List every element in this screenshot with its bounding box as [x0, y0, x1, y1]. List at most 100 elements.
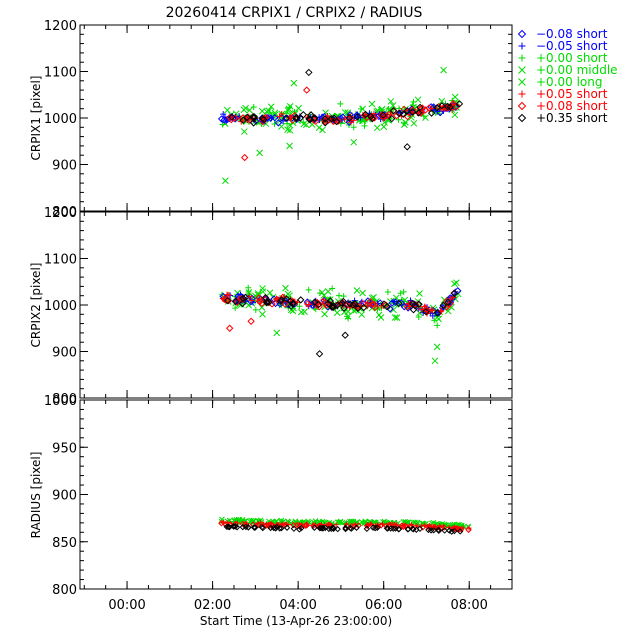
marker-diamond: [314, 300, 323, 309]
marker-diamond: [351, 300, 359, 308]
marker-plus: [434, 108, 441, 115]
marker-diamond: [281, 300, 289, 308]
marker-cross: [410, 119, 418, 127]
marker-diamond: [231, 297, 240, 306]
legend-entry: +0.00 long: [518, 75, 603, 89]
marker-diamond: [258, 523, 266, 531]
marker-cross: [440, 66, 447, 74]
marker-plus: [232, 305, 239, 312]
marker-diamond: [276, 297, 285, 305]
marker-cross: [259, 310, 266, 318]
marker-plus: [415, 314, 422, 321]
marker-diamond: [258, 114, 267, 123]
marker-diamond: [403, 143, 411, 151]
marker-plus: [219, 121, 226, 128]
marker-diamond: [279, 521, 286, 529]
marker-diamond: [416, 525, 424, 533]
marker-diamond: [439, 301, 447, 310]
y-tick-label: 1200: [44, 19, 77, 34]
legend-label: +0.00 short: [536, 51, 608, 65]
marker-diamond: [329, 524, 337, 531]
marker-diamond: [249, 119, 258, 127]
marker-cross: [353, 287, 361, 294]
marker-cross: [254, 290, 262, 297]
marker-cross: [258, 107, 266, 115]
marker-cross: [321, 310, 328, 318]
marker-diamond: [302, 86, 311, 94]
marker-diamond: [305, 68, 313, 77]
marker-plus: [252, 306, 259, 313]
marker-diamond: [395, 526, 402, 533]
marker-diamond: [446, 527, 453, 534]
legend: −0.08 short−0.05 short+0.00 short+0.00 m…: [517, 27, 618, 125]
marker-cross: [350, 138, 358, 146]
marker-plus: [296, 303, 303, 310]
marker-cross: [266, 289, 274, 297]
marker-diamond: [424, 523, 432, 530]
marker-diamond: [374, 524, 381, 531]
marker-diamond: [330, 114, 338, 122]
marker-plus: [223, 118, 230, 125]
marker-plus: [248, 297, 255, 304]
marker-plus: [300, 119, 307, 126]
marker-diamond: [315, 350, 324, 358]
marker-diamond: [310, 114, 319, 123]
marker-diamond: [421, 304, 429, 312]
marker-diamond: [321, 115, 329, 123]
marker-plus: [390, 298, 397, 305]
marker-cross: [435, 315, 443, 323]
marker-diamond: [250, 524, 258, 531]
marker-plus: [395, 116, 402, 123]
marker-diamond: [311, 524, 318, 531]
marker-diamond: [403, 107, 411, 115]
marker-diamond: [363, 525, 371, 533]
panel-3-ylabel: RADIUS [pixel]: [29, 452, 43, 539]
marker-cross: [433, 343, 441, 351]
marker-diamond: [278, 524, 285, 532]
marker-cross: [297, 308, 305, 316]
marker-diamond: [409, 306, 418, 314]
marker-plus: [400, 288, 407, 295]
marker-diamond: [250, 113, 259, 121]
marker-diamond: [223, 296, 232, 305]
marker-plus: [420, 309, 427, 316]
marker-diamond: [255, 294, 263, 302]
marker-cross: [453, 279, 460, 287]
marker-diamond: [255, 297, 264, 306]
marker-diamond: [239, 295, 247, 304]
marker-diamond: [267, 524, 274, 532]
marker-diamond: [421, 106, 430, 114]
marker-diamond: [400, 303, 408, 311]
marker-cross: [441, 296, 448, 304]
marker-cross: [223, 106, 231, 114]
legend-label: −0.08 short: [536, 27, 608, 41]
marker-diamond: [435, 526, 442, 533]
marker-cross: [416, 290, 423, 297]
marker-plus: [518, 54, 526, 62]
marker-cross: [271, 109, 279, 117]
marker-diamond: [324, 300, 333, 308]
marker-cross: [451, 111, 459, 119]
marker-cross: [373, 124, 381, 132]
marker-plus: [286, 104, 293, 111]
legend-entry: +0.00 middle: [518, 63, 618, 77]
marker-cross: [368, 100, 376, 108]
marker-diamond: [252, 524, 259, 531]
marker-plus: [276, 113, 283, 120]
marker-diamond: [240, 153, 249, 162]
marker-cross: [282, 284, 289, 292]
marker-cross: [286, 142, 293, 150]
marker-diamond: [360, 303, 368, 312]
marker-diamond: [345, 114, 354, 122]
x-tick-label: 04:00: [279, 598, 316, 613]
marker-diamond: [274, 119, 283, 127]
marker-cross: [240, 128, 248, 135]
marker-diamond: [317, 524, 325, 532]
marker-diamond: [395, 109, 403, 118]
marker-diamond: [228, 113, 236, 121]
marker-diamond: [239, 116, 247, 124]
marker-diamond: [427, 109, 436, 117]
marker-diamond: [345, 118, 353, 126]
y-tick-label: 900: [52, 346, 77, 361]
marker-diamond: [438, 102, 446, 110]
